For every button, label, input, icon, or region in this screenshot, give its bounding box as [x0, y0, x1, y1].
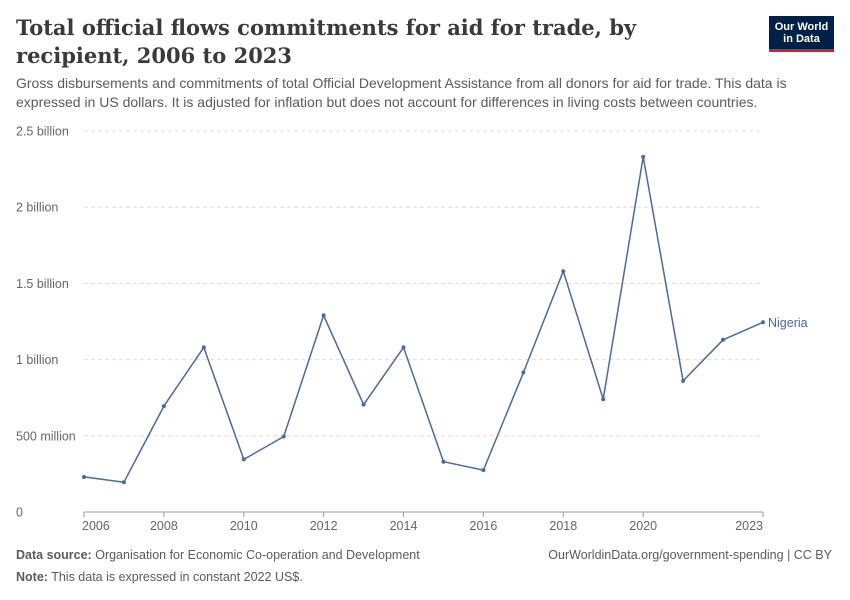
- credit-link[interactable]: OurWorldinData.org/government-spending |…: [548, 548, 832, 562]
- data-source-link[interactable]: Organisation for Economic Co-operation a…: [95, 548, 420, 562]
- data-point: [281, 434, 286, 439]
- data-source: Data source: Organisation for Economic C…: [16, 548, 420, 562]
- y-tick-label: 2.5 billion: [16, 125, 69, 139]
- data-point: [481, 468, 486, 473]
- data-source-label: Data source:: [16, 548, 92, 562]
- logo-line-1: Our World: [774, 21, 829, 33]
- data-point: [361, 402, 366, 407]
- x-tick-label: 2008: [150, 519, 178, 533]
- x-tick-label: 2018: [549, 519, 577, 533]
- y-tick-label: 1.5 billion: [16, 277, 69, 291]
- x-tick-label: 2010: [230, 519, 258, 533]
- logo-line-2: in Data: [783, 33, 820, 45]
- data-point: [241, 457, 246, 462]
- data-point: [401, 345, 406, 350]
- y-tick-label: 2 billion: [16, 201, 58, 215]
- note-text: This data is expressed in constant 2022 …: [51, 570, 303, 584]
- y-tick-label: 0: [16, 506, 23, 520]
- x-tick-label: 2014: [390, 519, 418, 533]
- data-point: [561, 269, 566, 274]
- data-point: [201, 345, 206, 350]
- x-tick-label: 2020: [629, 519, 657, 533]
- line-chart: 0 500 million 1 billion 1.5 billion 2 billio…: [16, 125, 808, 534]
- series-label: Nigeria: [768, 316, 808, 330]
- series-line-nigeria: [83, 156, 764, 484]
- chart-subtitle: Gross disbursements and commitments of t…: [16, 75, 787, 110]
- data-point: [641, 154, 646, 159]
- owid-logo[interactable]: Our World in Data: [769, 16, 834, 52]
- chart-title: Total official flows commitments for aid…: [16, 15, 637, 68]
- data-point: [321, 313, 326, 318]
- note-label: Note:: [16, 570, 48, 584]
- y-tick-label: 1 billion: [16, 353, 58, 367]
- chart-note: Note: This data is expressed in constant…: [16, 570, 303, 584]
- y-tick-label: 500 million: [16, 429, 76, 443]
- data-point: [721, 337, 726, 342]
- data-point: [82, 474, 86, 479]
- data-point: [441, 459, 446, 464]
- data-point: [161, 404, 166, 409]
- x-tick-label: 2012: [310, 519, 338, 533]
- x-tick-label: 2006: [82, 519, 110, 533]
- x-tick-label: 2023: [735, 519, 763, 533]
- data-point: [761, 320, 765, 325]
- data-point: [681, 378, 686, 383]
- data-point: [601, 397, 606, 402]
- x-tick-label: 2016: [470, 519, 498, 533]
- data-point: [121, 480, 126, 485]
- data-point: [521, 370, 526, 375]
